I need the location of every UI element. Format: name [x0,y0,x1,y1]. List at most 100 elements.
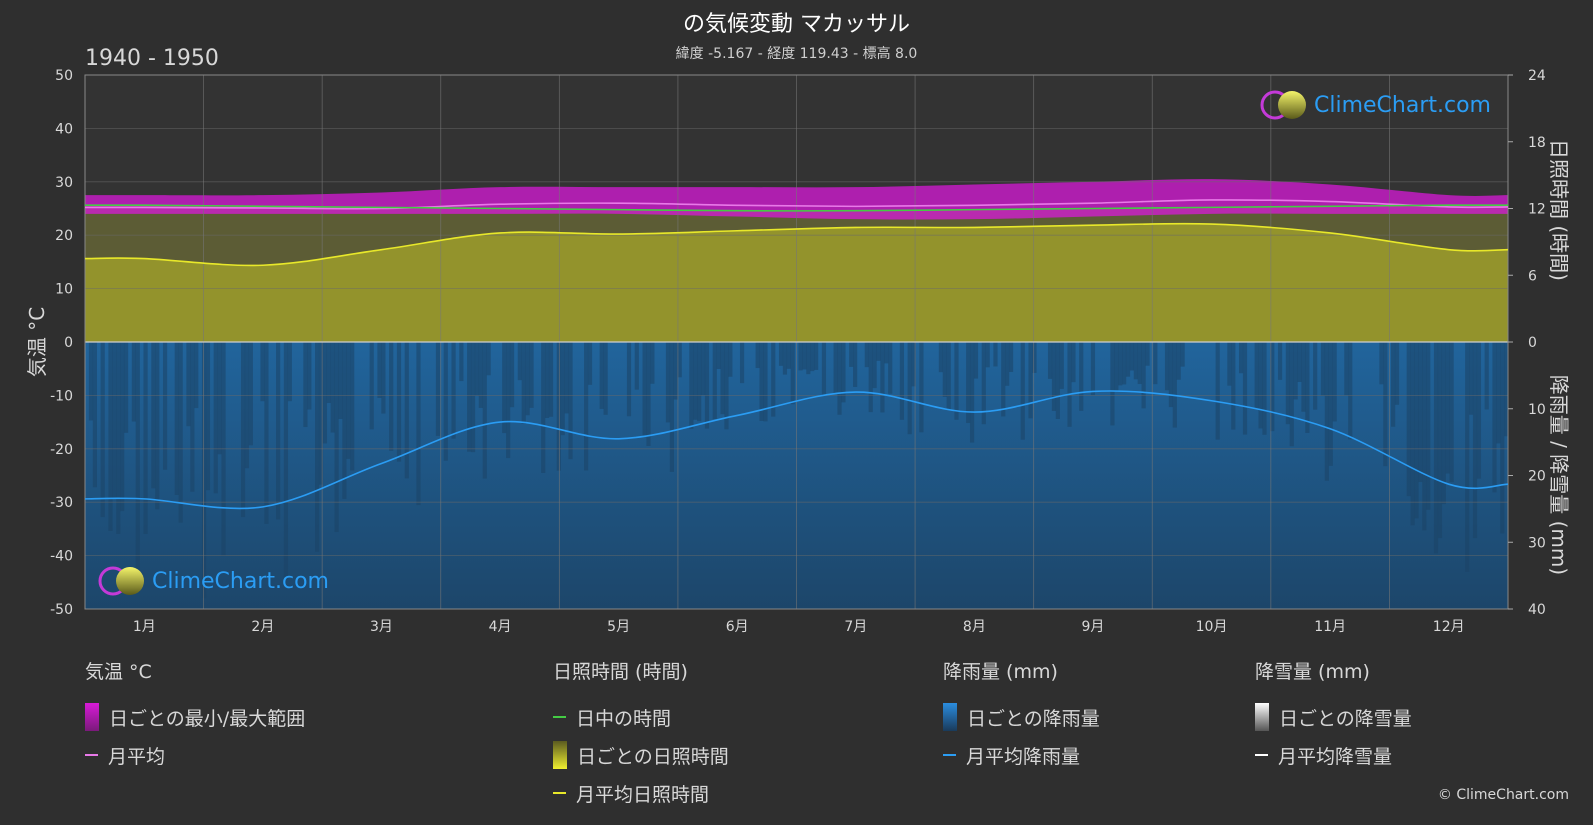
rain-day-bar [1496,342,1501,444]
rain-day-bar [1262,342,1267,435]
rain-day-bar [1492,342,1497,493]
rain-day-bar [993,342,998,367]
rain-day-bar [346,342,351,459]
rain-day-bar [1301,342,1306,412]
legend-label: 月平均降雪量 [1278,745,1393,768]
snow-avg-swatch [1255,754,1268,756]
rain-day-bar [1484,342,1489,410]
rain-day-bar [1168,342,1174,408]
rain-day-bar [946,342,951,410]
rain-day-bar [416,342,421,506]
rain-day-bar [1504,342,1509,437]
rain-day-bar [377,342,382,398]
rain-day-bar [131,342,136,422]
rain-day-bar [1320,342,1326,396]
rain-day-bar [1254,342,1259,409]
rain-day-bar [1465,342,1470,572]
rain-day-bar [938,342,943,373]
month-tick-label: 1月 [133,619,156,635]
left-tick-label: 50 [55,68,73,84]
rain-day-bar [704,342,710,429]
rain-day-bar [790,342,795,405]
rain-day-bar [330,342,335,433]
rain-day-bar [1005,342,1010,386]
legend-rain-avg: 月平均降雨量 [943,736,1100,774]
right-bottom-tick-label: 20 [1528,469,1546,485]
rain-day-bar [771,342,776,417]
legend-sunshine-avg: 月平均日照時間 [553,774,729,812]
rain-day-bar [1071,342,1076,383]
rain-day-bar [806,342,811,375]
rain-day-bar [1324,342,1329,481]
rain-day-bar [1125,342,1131,377]
rain-day-bar [478,342,483,408]
rain-day-bar [568,342,573,460]
rain-day-bar [318,342,324,485]
rain-day-bar [712,342,717,419]
left-tick-label: 40 [55,121,73,137]
rain-day-bar [1215,342,1220,440]
temp-range-swatch [85,703,99,731]
rain-day-bar [1133,342,1138,380]
month-tick-label: 12月 [1433,619,1465,635]
rain-day-bar [763,342,768,422]
rain-day-bar [884,342,889,364]
left-tick-label: -30 [50,495,73,511]
rain-day-bar [1164,342,1170,391]
rain-day-bar [1067,342,1072,427]
rain-day-bar [1418,342,1423,483]
rain-day-bar [276,342,281,520]
rain-day-bar [369,342,374,430]
rain-day-bar [634,342,639,390]
rain-day-bar [326,342,331,404]
rain-avg-line [84,390,1509,510]
rain-day-bar [778,342,784,366]
rain-day-bar [525,342,530,416]
month-tick-label: 3月 [370,619,393,635]
rain-day-bar [541,342,546,473]
rain-day-bar [564,342,569,414]
rain-day-bar [1348,342,1353,440]
rain-day-bar [240,342,246,518]
snow-swatch [1255,703,1269,731]
rain-day-bar [467,342,472,452]
rain-day-bar [1293,342,1298,400]
right-top-tick-label: 12 [1528,202,1546,218]
left-tick-label: 0 [64,335,73,351]
rain-day-bar [486,342,491,376]
logo-top: ClimeChart.com [1258,88,1491,122]
rain-day-bar [700,342,706,396]
rain-day-bar [556,342,561,471]
rain-day-bar [443,342,448,461]
rain-day-bar [120,342,125,512]
rain-day-bar [1129,342,1135,371]
rain-day-bar [338,342,343,419]
rain-day-bar [841,342,846,403]
rain-day-bar [205,342,211,491]
rain-day-bar [1476,342,1482,479]
copyright: © ClimeChart.com [1437,787,1569,803]
legend-label: 月平均日照時間 [576,783,710,806]
month-tick-label: 9月 [1081,619,1104,635]
month-tick-label: 2月 [251,619,274,635]
left-tick-label: 10 [55,282,73,298]
rain-day-bar [1001,342,1006,417]
rain-day-bar [969,342,975,443]
rain-day-bar [1472,342,1478,539]
daylight-swatch [553,716,566,718]
temp-avg-line [84,199,1509,210]
rain-day-bar [697,342,702,422]
rain-day-bar [584,342,589,471]
rain-day-bar [1051,342,1057,411]
rain-day-bar [693,342,698,420]
right-bottom-axis-label: 降雨量 / 降雪量 (mm) [1547,375,1571,575]
rain-day-bar [650,342,655,384]
left-tick-label: 30 [55,175,73,191]
rain-day-bar [821,342,827,396]
rain-day-bar [599,342,604,409]
rain-day-bar [1406,342,1411,497]
legend-snow-title: 降雪量 (mm) [1255,661,1370,683]
rain-day-bar [396,342,402,462]
rain-day-bar [1032,342,1037,373]
rain-day-bar [868,342,873,413]
